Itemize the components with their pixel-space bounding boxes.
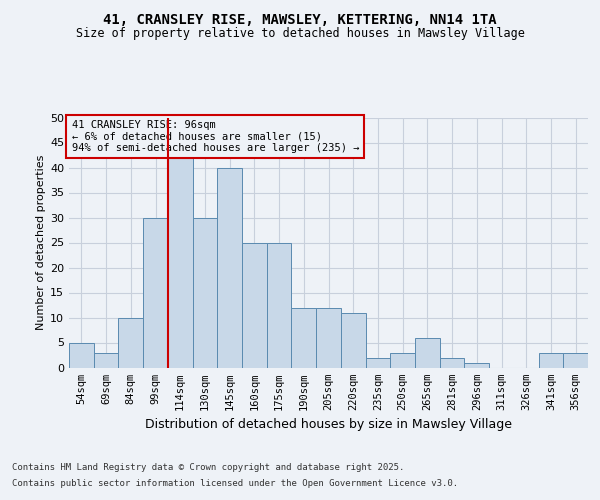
Text: Size of property relative to detached houses in Mawsley Village: Size of property relative to detached ho…	[76, 28, 524, 40]
Bar	[440, 358, 464, 368]
Bar	[267, 242, 292, 368]
Bar	[365, 358, 390, 368]
Bar	[168, 158, 193, 368]
Bar	[143, 218, 168, 368]
Bar	[69, 342, 94, 367]
Bar	[193, 218, 217, 368]
Text: 41, CRANSLEY RISE, MAWSLEY, KETTERING, NN14 1TA: 41, CRANSLEY RISE, MAWSLEY, KETTERING, N…	[103, 12, 497, 26]
Text: 41 CRANSLEY RISE: 96sqm
← 6% of detached houses are smaller (15)
94% of semi-det: 41 CRANSLEY RISE: 96sqm ← 6% of detached…	[71, 120, 359, 153]
Bar	[390, 352, 415, 368]
Bar	[292, 308, 316, 368]
Bar	[94, 352, 118, 368]
Bar	[415, 338, 440, 368]
X-axis label: Distribution of detached houses by size in Mawsley Village: Distribution of detached houses by size …	[145, 418, 512, 431]
Bar	[464, 362, 489, 368]
Y-axis label: Number of detached properties: Number of detached properties	[36, 155, 46, 330]
Bar	[341, 312, 365, 368]
Bar	[563, 352, 588, 368]
Bar	[316, 308, 341, 368]
Bar	[217, 168, 242, 368]
Text: Contains public sector information licensed under the Open Government Licence v3: Contains public sector information licen…	[12, 478, 458, 488]
Bar	[242, 242, 267, 368]
Bar	[118, 318, 143, 368]
Text: Contains HM Land Registry data © Crown copyright and database right 2025.: Contains HM Land Registry data © Crown c…	[12, 464, 404, 472]
Bar	[539, 352, 563, 368]
